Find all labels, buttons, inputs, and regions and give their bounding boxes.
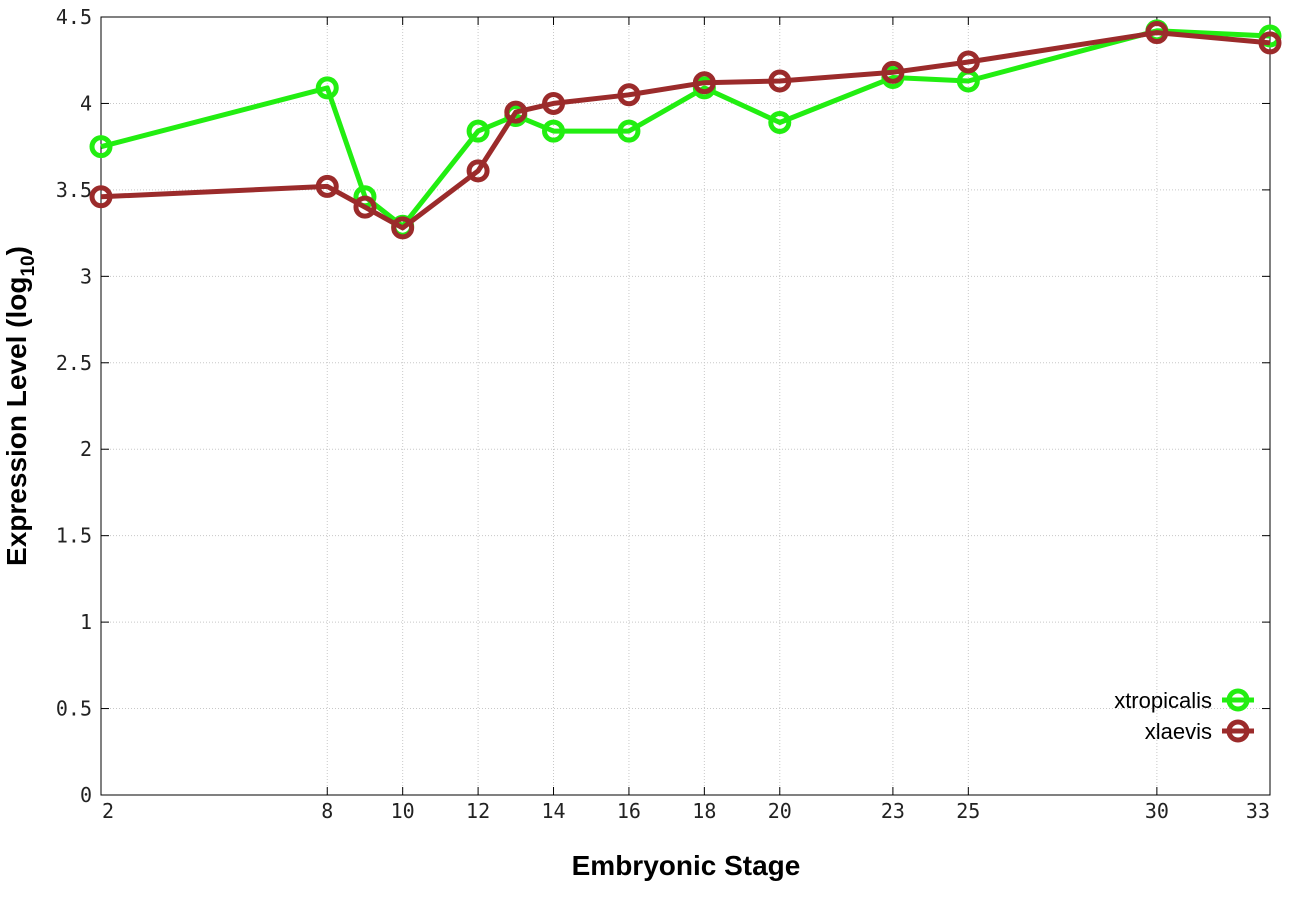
data-point <box>768 69 792 93</box>
series-line <box>100 28 1271 229</box>
x-tick-label: 25 <box>956 799 980 823</box>
y-tick-label: 0 <box>80 783 92 807</box>
data-point <box>1145 21 1169 45</box>
series-xtropicalis <box>89 19 1282 238</box>
series-layer <box>89 19 1282 240</box>
legend-item-xtropicalis: xtropicalis <box>1114 688 1254 713</box>
data-point <box>692 71 716 95</box>
series-line <box>100 30 1271 231</box>
legend-item-xlaevis: xlaevis <box>1145 719 1254 744</box>
x-tick-label: 20 <box>768 799 792 823</box>
data-point <box>768 110 792 134</box>
y-axis-title-main: Expression Level (log <box>1 277 32 566</box>
x-tick-labels: 2 8 10 12 14 16 18 20 23 25 30 33 <box>102 799 1270 823</box>
data-point <box>353 195 377 219</box>
legend-marker <box>1226 688 1250 712</box>
x-tick-label: 12 <box>466 799 490 823</box>
data-point <box>542 119 566 143</box>
data-point <box>466 159 490 183</box>
y-tick-label: 0.5 <box>56 697 92 721</box>
y-axis-title: Expression Level (log10) <box>1 246 39 566</box>
data-point <box>881 60 905 84</box>
data-point <box>542 91 566 115</box>
data-point <box>504 100 528 124</box>
data-point <box>315 174 339 198</box>
x-tick-label: 8 <box>321 799 333 823</box>
y-axis-title-close: ) <box>1 246 32 255</box>
y-tick-labels: 0 0.5 1 1.5 2 2.5 3 3.5 4 4.5 <box>56 5 92 807</box>
y-tick-label: 1 <box>80 610 92 634</box>
data-point <box>617 119 641 143</box>
x-tick-label: 2 <box>102 799 114 823</box>
y-tick-label: 2.5 <box>56 351 92 375</box>
x-tick-label: 18 <box>692 799 716 823</box>
x-tick-label: 14 <box>541 799 565 823</box>
data-point <box>466 119 490 143</box>
y-tick-label: 1.5 <box>56 524 92 548</box>
plot-frame <box>100 16 1271 796</box>
tick-marks <box>100 16 1271 796</box>
y-tick-label: 4 <box>80 91 92 115</box>
x-tick-label: 23 <box>881 799 905 823</box>
data-point <box>1258 31 1282 55</box>
grid-lines <box>101 17 1270 795</box>
y-tick-label: 3 <box>80 264 92 288</box>
x-tick-label: 10 <box>391 799 415 823</box>
legend: xtropicalis xlaevis <box>1114 688 1254 744</box>
legend-label: xlaevis <box>1145 719 1212 744</box>
series-xlaevis <box>89 21 1282 240</box>
x-axis-title: Embryonic Stage <box>572 850 801 881</box>
data-point <box>89 135 113 159</box>
legend-label: xtropicalis <box>1114 688 1212 713</box>
y-tick-label: 4.5 <box>56 5 92 29</box>
data-point <box>89 185 113 209</box>
y-tick-label: 3.5 <box>56 178 92 202</box>
data-point <box>315 76 339 100</box>
y-tick-label: 2 <box>80 437 92 461</box>
data-point <box>956 69 980 93</box>
x-tick-label: 33 <box>1246 799 1270 823</box>
data-point <box>956 50 980 74</box>
legend-marker <box>1226 719 1250 743</box>
y-axis-title-subscript: 10 <box>18 255 39 276</box>
x-tick-label: 30 <box>1145 799 1169 823</box>
data-point <box>391 216 415 240</box>
data-point <box>617 83 641 107</box>
x-tick-label: 16 <box>617 799 641 823</box>
